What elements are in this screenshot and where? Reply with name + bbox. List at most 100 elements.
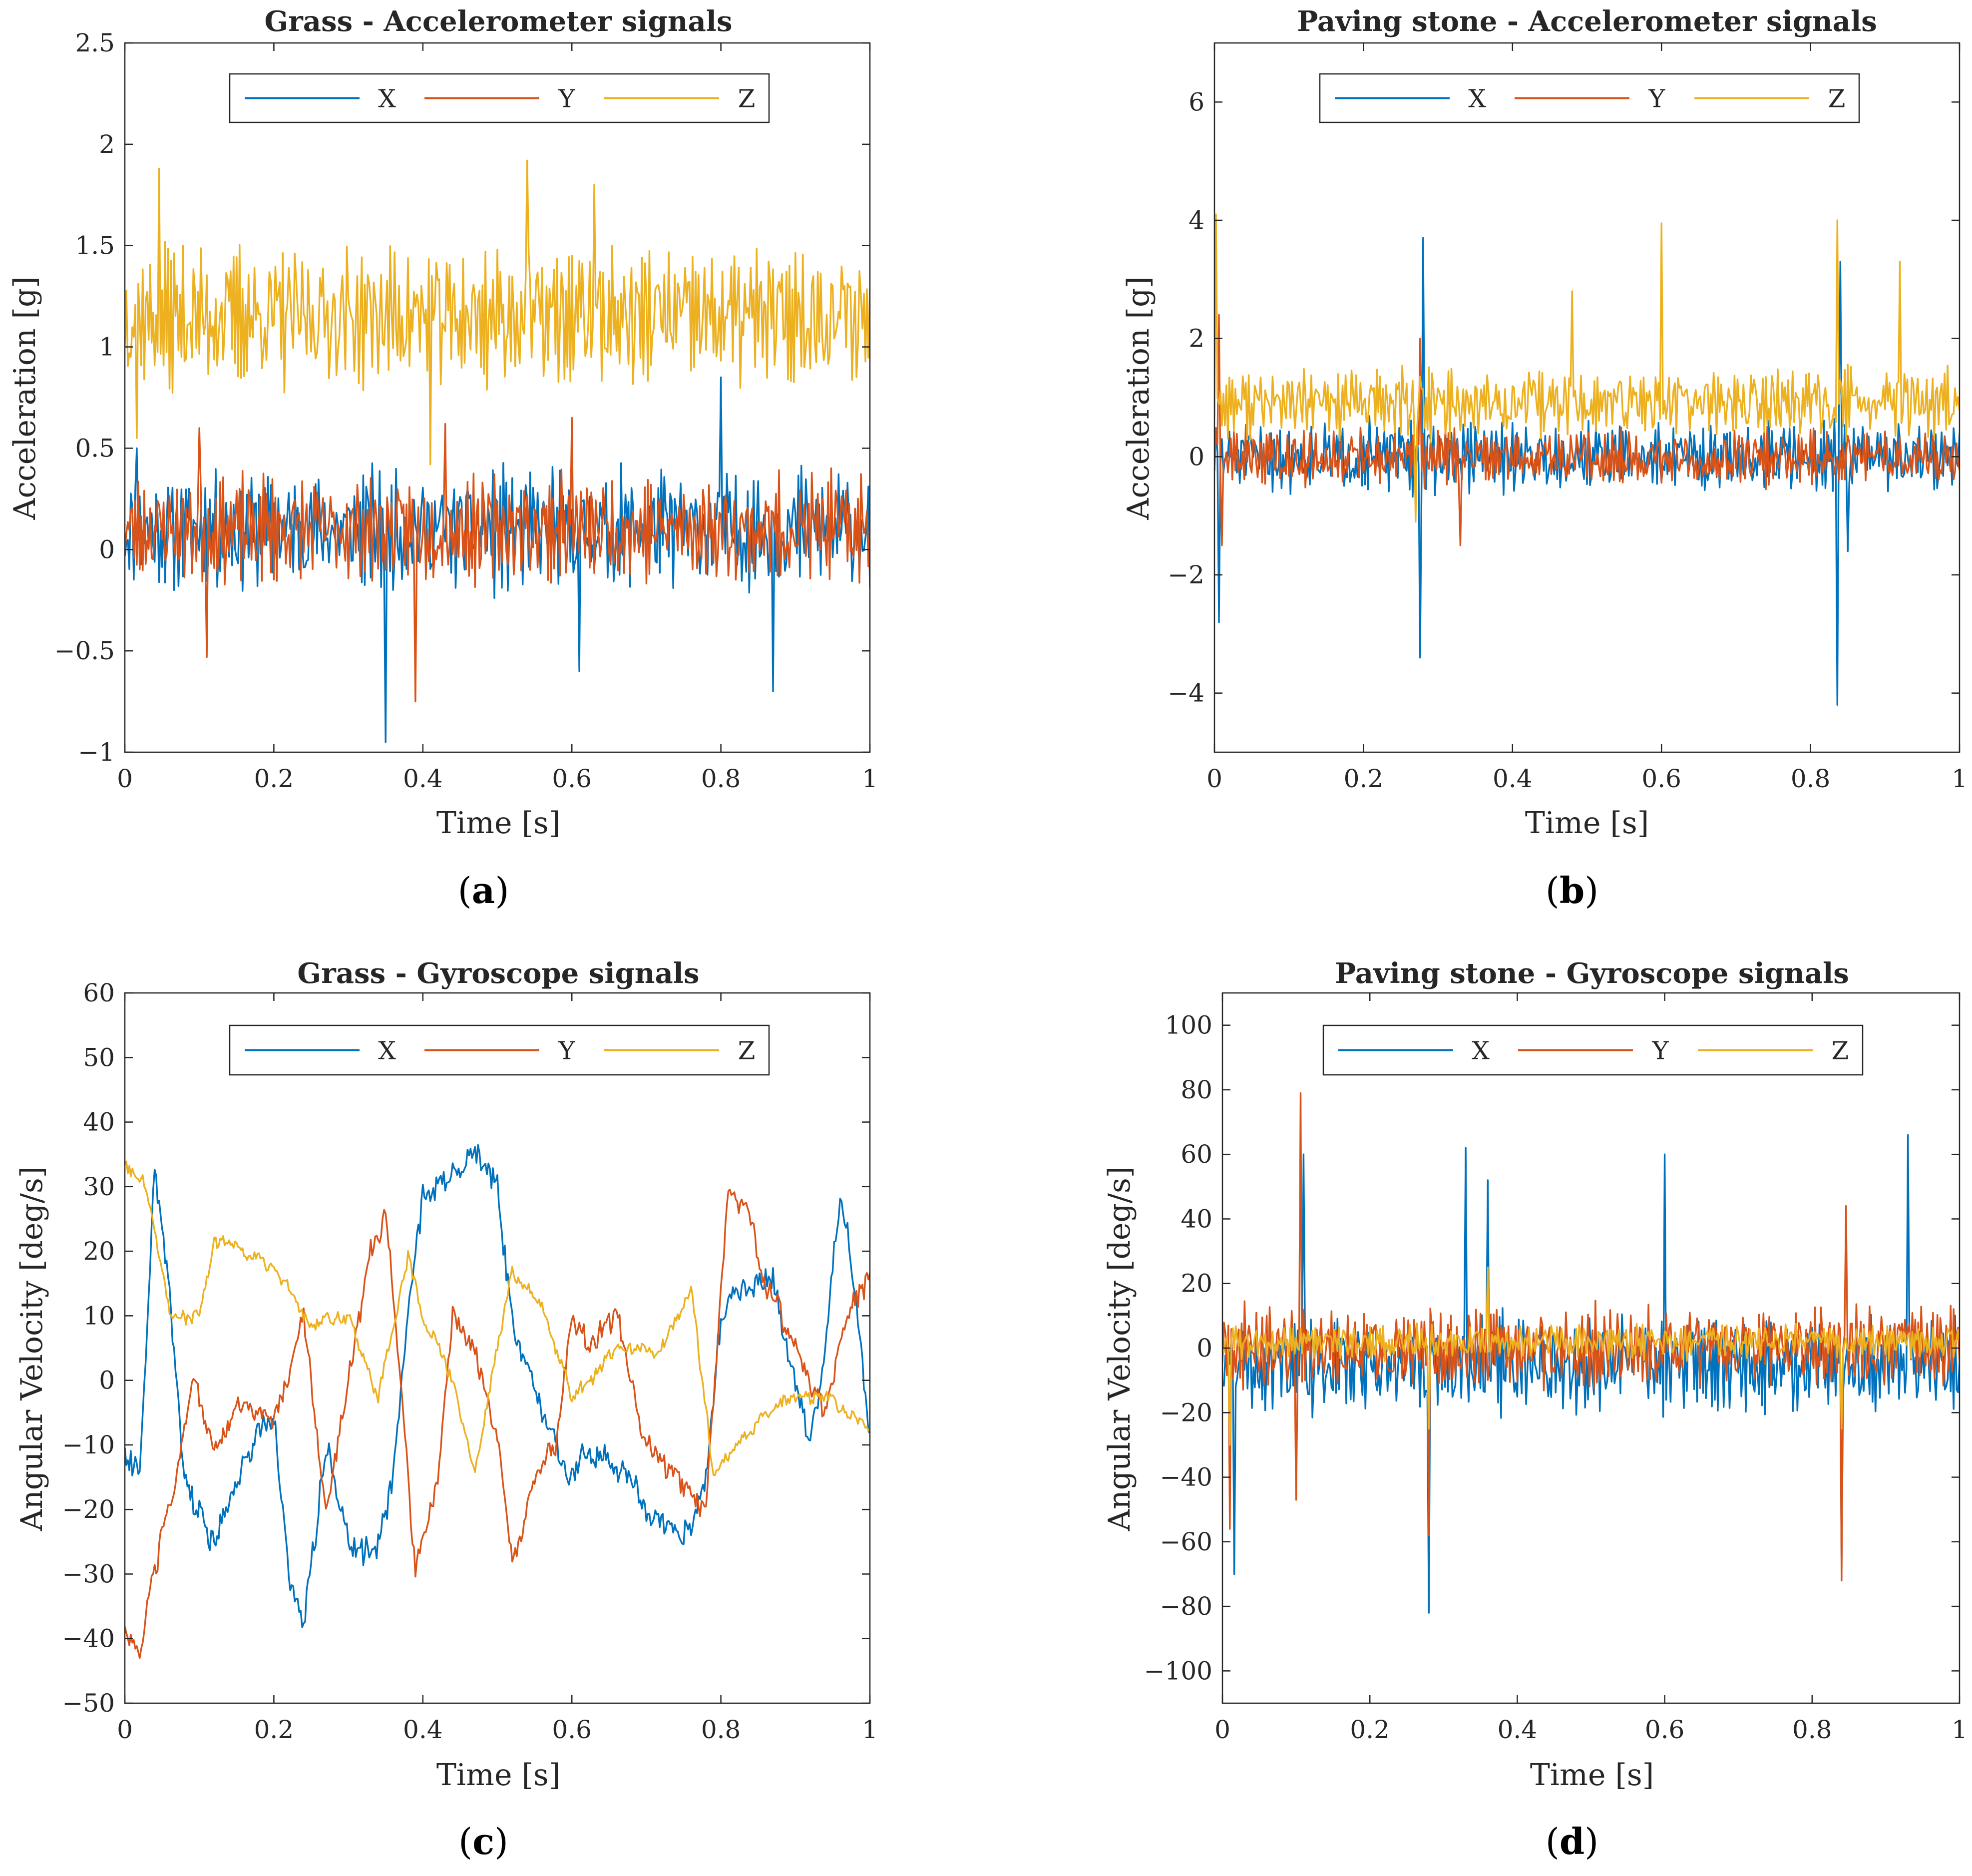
legend-label-z: Z [1828, 84, 1846, 113]
series-line-y [125, 1188, 870, 1659]
y-axis-label: Acceleration [g] [7, 276, 42, 520]
series-group [1214, 213, 1960, 706]
series-group [125, 159, 870, 743]
y-tick-label: 30 [83, 1172, 115, 1201]
y-tick-label: −20 [62, 1495, 115, 1524]
y-tick-label: 0 [99, 1366, 115, 1395]
chart-title: Paving stone - Accelerometer signals [1297, 5, 1877, 38]
legend: X Y Z [1319, 73, 1860, 123]
panel-caption: (b) [1546, 869, 1599, 912]
chart-panel-a: Grass - Accelerometer signals 0 0.2 0.4 0.6… [7, 5, 878, 912]
y-tick-label: 0 [99, 535, 115, 564]
x-tick-label: 0.6 [1645, 1715, 1685, 1744]
y-tick-label: −4 [1168, 679, 1204, 708]
y-tick-label: 40 [83, 1108, 115, 1137]
y-tick-label: 2 [1188, 324, 1204, 353]
y-tick-label: −40 [62, 1624, 115, 1653]
x-tick-label: 0.8 [701, 764, 741, 793]
x-tick-label: 0.4 [1493, 764, 1533, 793]
x-tick-label: 0.6 [552, 1715, 592, 1744]
caption-letter: d [1560, 1820, 1584, 1863]
y-tick-label: 10 [83, 1301, 115, 1330]
x-tick-label: 0.2 [254, 1715, 294, 1744]
y-tick-label: −2 [1168, 560, 1204, 589]
y-tick-label: −1 [78, 738, 115, 767]
y-tick-label: 4 [1188, 206, 1204, 235]
x-tick-label: 0.6 [552, 764, 592, 793]
x-tick-label: 1 [862, 764, 878, 793]
plot-area: 0 0.2 0.4 0.6 0.8 1 −100 −80 −60 −40 −20 0 20 40 60 80 1… [1144, 992, 1968, 1744]
chart-panel-c: Grass - Gyroscope signals 0 0.2 0.4 0.6 0.8 1… [14, 957, 878, 1863]
chart-panel-b: Paving stone - Accelerometer signals 0 0.… [1121, 5, 1968, 912]
legend-label-y: Y [1648, 84, 1665, 113]
chart-title: Paving stone - Gyroscope signals [1335, 957, 1849, 990]
x-axis-label: Time [s] [1525, 806, 1649, 841]
axes-box [124, 992, 871, 1704]
y-tick-label: 60 [83, 978, 115, 1007]
panel-caption: (c) [458, 1820, 508, 1863]
x-tick-label: 0.8 [701, 1715, 741, 1744]
series-line-x [125, 1144, 870, 1628]
legend-label-z: Z [738, 1036, 756, 1065]
x-tick-label: 0.2 [254, 764, 294, 793]
caption-letter: b [1560, 869, 1584, 912]
x-axis-label: Time [s] [1530, 1758, 1654, 1793]
panel-caption: (d) [1546, 1820, 1599, 1863]
x-tick-label: 1 [862, 1715, 878, 1744]
x-tick-label: 0 [117, 764, 133, 793]
series-line-y [125, 417, 870, 703]
y-tick-label: 0.5 [75, 434, 115, 463]
y-tick-label: 20 [83, 1237, 115, 1266]
y-tick-label: 0 [1196, 1334, 1212, 1363]
y-tick-label: −100 [1144, 1656, 1212, 1685]
chart-title: Grass - Accelerometer signals [264, 5, 732, 38]
axes-box [124, 42, 871, 753]
y-tick-label: −10 [62, 1430, 115, 1459]
series-line-y [1214, 314, 1960, 546]
x-tick-label: 0.8 [1791, 764, 1831, 793]
legend: X Y Z [229, 1024, 770, 1076]
y-tick-label: −60 [1160, 1527, 1212, 1556]
series-line-z [1222, 1266, 1960, 1446]
y-tick-label: −50 [62, 1689, 115, 1718]
x-tick-label: 0 [117, 1715, 133, 1744]
x-tick-label: 0.6 [1641, 764, 1681, 793]
legend: X Y Z [1322, 1024, 1864, 1076]
y-tick-label: 0 [1188, 442, 1204, 471]
legend-label-x: X [378, 84, 396, 113]
y-tick-label: 1.5 [75, 231, 115, 260]
x-tick-label: 0.8 [1792, 1715, 1832, 1744]
legend-label-x: X [378, 1036, 396, 1065]
x-tick-label: 1 [1952, 764, 1968, 793]
y-tick-label: 60 [1181, 1140, 1212, 1169]
y-tick-label: −40 [1160, 1463, 1212, 1492]
x-tick-label: 0.4 [1498, 1715, 1538, 1744]
y-tick-label: 50 [83, 1043, 115, 1072]
x-tick-label: 0 [1206, 764, 1222, 793]
panel-caption: (a) [458, 869, 509, 912]
y-tick-label: 100 [1165, 1011, 1212, 1040]
x-axis-label: Time [s] [436, 806, 560, 841]
legend-label-y: Y [558, 84, 575, 113]
caption-letter: a [472, 869, 495, 912]
legend: X Y Z [229, 73, 770, 123]
series-group [125, 1144, 870, 1659]
x-tick-label: 1 [1952, 1715, 1968, 1744]
y-tick-label: −30 [62, 1559, 115, 1588]
series-line-z [125, 1160, 870, 1476]
y-tick-label: 2.5 [75, 28, 115, 57]
x-tick-label: 0.2 [1344, 764, 1384, 793]
y-tick-label: 40 [1181, 1204, 1212, 1233]
legend-label-y: Y [1651, 1036, 1669, 1065]
y-tick-label: −0.5 [54, 636, 115, 665]
y-tick-label: 20 [1181, 1269, 1212, 1298]
y-tick-label: 2 [99, 130, 115, 159]
legend-label-x: X [1472, 1036, 1490, 1065]
legend-label-y: Y [558, 1036, 575, 1065]
series-group [1222, 1092, 1960, 1614]
plot-area: 0 0.2 0.4 0.6 0.8 1 −4 −2 0 2 4 6 X Y Z [1168, 42, 1968, 793]
x-tick-label: 0.4 [403, 1715, 443, 1744]
x-tick-label: 0 [1214, 1715, 1230, 1744]
